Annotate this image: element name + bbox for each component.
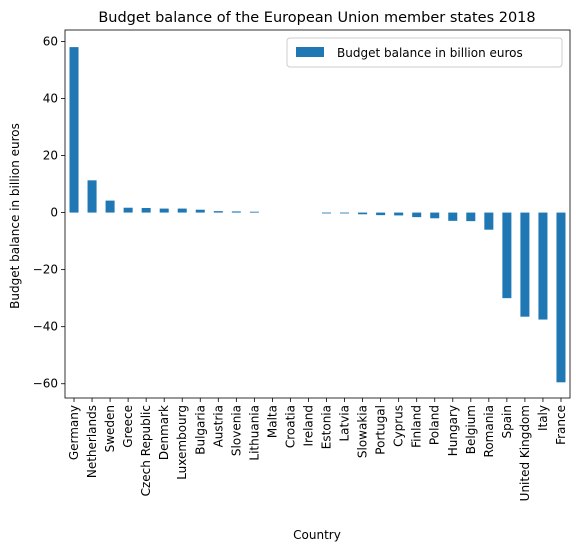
bar-greece <box>123 207 133 213</box>
bar-italy <box>538 212 548 320</box>
y-tick-label: −20 <box>33 263 58 277</box>
bar-finland <box>412 212 422 218</box>
bar-estonia <box>322 212 332 214</box>
bar-netherlands <box>87 180 97 213</box>
x-tick-label: Hungary <box>446 405 460 456</box>
y-tick-label: 60 <box>43 34 58 48</box>
bar-sweden <box>105 200 115 213</box>
legend: Budget balance in billion euros <box>286 37 563 68</box>
y-tick-label: −60 <box>33 377 58 391</box>
x-tick-label: Bulgaria <box>193 405 207 455</box>
x-tick-label: Belgium <box>464 405 478 454</box>
bar-bulgaria <box>195 209 205 213</box>
bar-cyprus <box>394 212 404 216</box>
x-tick-label: Slowakia <box>356 405 370 458</box>
x-axis-label: Country <box>293 528 341 542</box>
x-tick-label: Czech Republic <box>139 405 153 496</box>
x-tick-label: Ireland <box>301 405 315 447</box>
bar-lithuania <box>249 211 259 213</box>
bar-latvia <box>340 212 350 214</box>
y-tick-label: 0 <box>50 206 58 220</box>
bar-slovenia <box>231 211 241 213</box>
x-tick-label: Cyprus <box>392 405 406 447</box>
y-tick-label: 40 <box>43 91 58 105</box>
bar-portugal <box>376 212 386 216</box>
bar-luxembourg <box>177 208 187 213</box>
x-tick-label: Austria <box>211 405 225 447</box>
x-tick-label: Estonia <box>320 405 334 449</box>
x-tick-label: Portugal <box>374 405 388 455</box>
legend-box <box>286 37 563 68</box>
x-tick-label: Italy <box>536 405 550 431</box>
bar-romania <box>484 212 494 230</box>
bar-united-kingdom <box>520 212 530 317</box>
x-tick-label: France <box>554 405 568 445</box>
legend-swatch <box>296 47 324 57</box>
bar-hungary <box>448 212 458 221</box>
bar-germany <box>69 47 79 213</box>
bar-austria <box>213 211 223 213</box>
x-tick-label: Denmark <box>157 405 171 460</box>
x-tick-label: Finland <box>410 405 424 448</box>
x-tick-label: Croatia <box>283 405 297 448</box>
x-tick-label: Sweden <box>103 405 117 452</box>
x-tick-label: Lithuania <box>247 405 261 461</box>
x-axis-ticks: Germany Netherlands Sweden Greece Czech Repu… <box>67 398 568 501</box>
x-tick-label: Spain <box>500 405 514 439</box>
x-tick-label: Greece <box>121 405 135 448</box>
x-tick-label: Netherlands <box>85 405 99 478</box>
x-tick-label: Latvia <box>338 405 352 442</box>
legend-label: Budget balance in billion euros <box>337 46 523 60</box>
y-tick-label: 20 <box>43 149 58 163</box>
bar-czech-republic <box>141 208 151 213</box>
bar-poland <box>430 212 440 219</box>
y-axis-label: Budget balance in billion euros <box>8 123 22 309</box>
x-tick-label: Poland <box>428 405 442 445</box>
x-tick-label: Slovenia <box>229 405 243 456</box>
bar-spain <box>502 212 512 299</box>
bar-france <box>556 212 566 383</box>
bar-belgium <box>466 212 476 222</box>
x-tick-label: United Kingdom <box>518 405 532 501</box>
x-tick-label: Romania <box>482 405 496 457</box>
chart-title: Budget balance of the European Union mem… <box>98 10 535 26</box>
x-tick-label: Luxembourg <box>175 405 189 480</box>
bar-slowakia <box>358 212 368 215</box>
x-tick-label: Germany <box>67 405 81 460</box>
x-tick-label: Malta <box>265 405 279 438</box>
y-axis-ticks: −60 −40 −20 0 20 40 60 <box>33 34 65 391</box>
plot-frame <box>64 29 571 399</box>
y-tick-label: −40 <box>33 320 58 334</box>
bar-denmark <box>159 208 169 213</box>
bars <box>69 47 566 383</box>
